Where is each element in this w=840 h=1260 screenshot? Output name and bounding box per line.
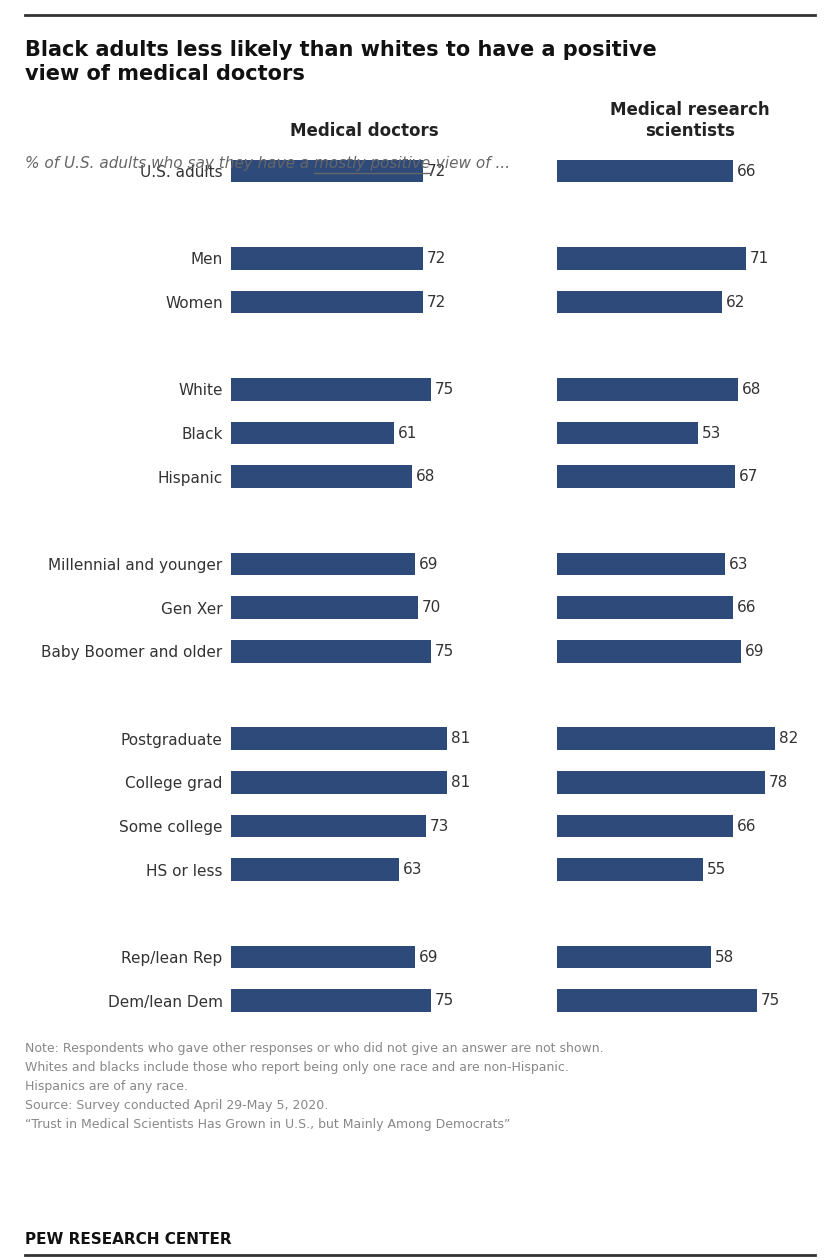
Bar [557, 771, 764, 794]
Text: 69: 69 [744, 644, 764, 659]
Bar [557, 160, 732, 183]
Text: 66: 66 [737, 600, 756, 615]
Text: 63: 63 [403, 862, 423, 877]
Bar [231, 815, 426, 838]
Bar [231, 553, 415, 576]
Text: 68: 68 [417, 469, 436, 484]
Bar [557, 815, 732, 838]
Bar [557, 465, 735, 488]
Text: 78: 78 [769, 775, 788, 790]
Text: PEW RESEARCH CENTER: PEW RESEARCH CENTER [25, 1232, 232, 1247]
Text: 68: 68 [742, 382, 761, 397]
Bar [231, 771, 447, 794]
Bar [557, 946, 711, 969]
Text: 82: 82 [780, 731, 799, 746]
Bar [231, 422, 394, 445]
Bar [557, 378, 738, 401]
Text: 72: 72 [427, 251, 446, 266]
Bar [231, 727, 447, 750]
Text: view of ...: view of ... [431, 156, 510, 171]
Text: 63: 63 [728, 557, 748, 572]
Bar [557, 640, 741, 663]
Text: 75: 75 [435, 382, 454, 397]
Bar [231, 946, 415, 969]
Bar [231, 291, 423, 314]
Bar [557, 291, 722, 314]
Bar [231, 640, 431, 663]
Bar [231, 858, 399, 881]
Bar [231, 596, 417, 619]
Text: 75: 75 [435, 993, 454, 1008]
Bar [557, 858, 703, 881]
Text: 66: 66 [737, 819, 756, 834]
Text: 72: 72 [427, 164, 446, 179]
Bar [557, 596, 732, 619]
Bar [231, 989, 431, 1012]
Text: 75: 75 [435, 644, 454, 659]
Text: 71: 71 [750, 251, 769, 266]
Bar [231, 247, 423, 270]
Text: 81: 81 [451, 775, 470, 790]
Text: 69: 69 [419, 950, 438, 965]
Text: 67: 67 [739, 469, 759, 484]
Text: Note: Respondents who gave other responses or who did not give an answer are not: Note: Respondents who gave other respons… [25, 1042, 604, 1131]
Bar [557, 247, 746, 270]
Text: 73: 73 [430, 819, 449, 834]
Text: 72: 72 [427, 295, 446, 310]
Text: 58: 58 [715, 950, 734, 965]
Bar [557, 422, 698, 445]
Text: 55: 55 [707, 862, 727, 877]
Bar [557, 727, 775, 750]
Text: 53: 53 [702, 426, 722, 441]
Text: 61: 61 [397, 426, 417, 441]
Text: 81: 81 [451, 731, 470, 746]
Text: 70: 70 [422, 600, 441, 615]
Text: 75: 75 [760, 993, 780, 1008]
Text: 62: 62 [726, 295, 745, 310]
Text: 69: 69 [419, 557, 438, 572]
Text: mostly positive: mostly positive [314, 156, 431, 171]
Text: % of U.S. adults who say they have a: % of U.S. adults who say they have a [25, 156, 314, 171]
Bar [557, 553, 725, 576]
Bar [557, 989, 757, 1012]
Bar [231, 378, 431, 401]
Text: Black adults less likely than whites to have a positive
view of medical doctors: Black adults less likely than whites to … [25, 40, 657, 83]
Text: Medical research
scientists: Medical research scientists [610, 101, 769, 140]
Text: Medical doctors: Medical doctors [290, 122, 438, 140]
Bar [231, 160, 423, 183]
Bar [231, 465, 412, 488]
Text: 66: 66 [737, 164, 756, 179]
